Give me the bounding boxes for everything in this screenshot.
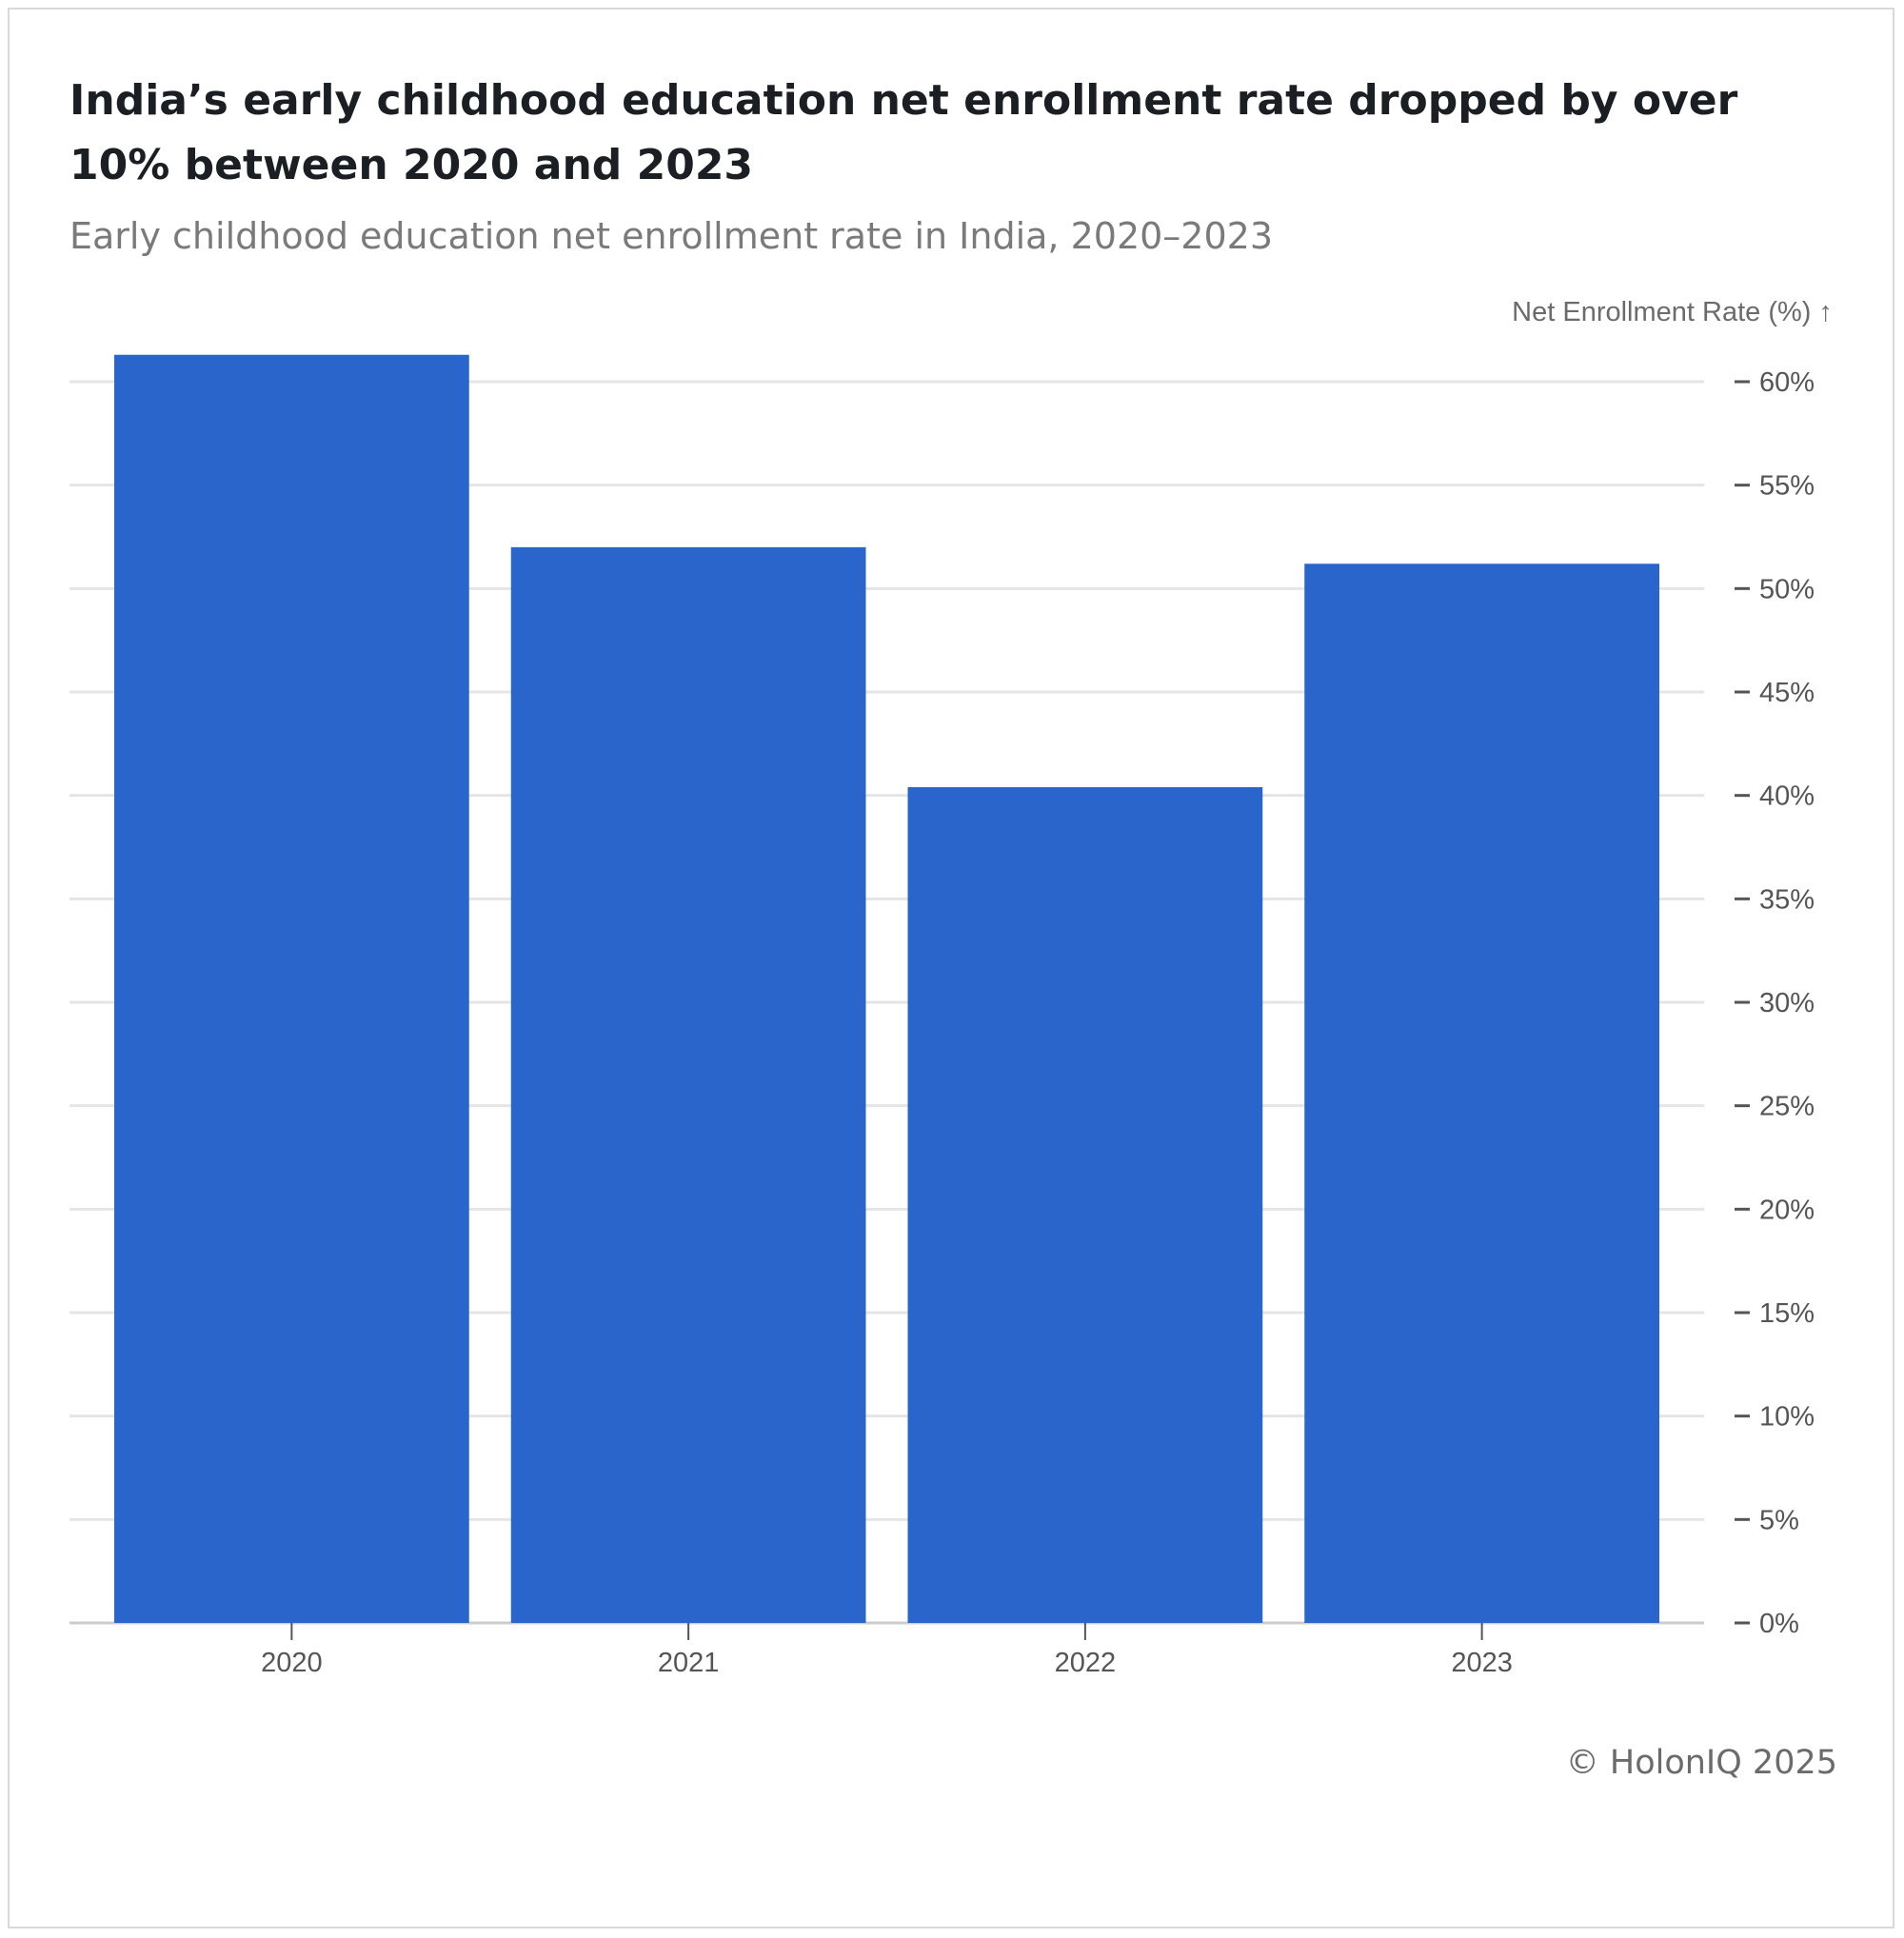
x-tick-label: 2020 xyxy=(261,1648,323,1678)
y-tick-label: 20% xyxy=(1759,1195,1815,1225)
bar-2020 xyxy=(114,354,469,1623)
y-tick-label: 0% xyxy=(1759,1609,1799,1639)
chart-subtitle: Early childhood education net enrollment… xyxy=(69,215,1274,257)
x-tick-label: 2021 xyxy=(658,1648,720,1678)
x-tick-label: 2023 xyxy=(1451,1648,1513,1678)
y-tick-label: 5% xyxy=(1759,1505,1799,1535)
y-tick-label: 10% xyxy=(1759,1402,1815,1433)
y-tick-label: 60% xyxy=(1759,367,1815,398)
copyright-footer: © HolonIQ 2025 xyxy=(1565,1744,1837,1782)
y-tick-label: 50% xyxy=(1759,574,1815,604)
y-axis-label: Net Enrollment Rate (%) ↑ xyxy=(1512,297,1833,327)
y-tick-label: 35% xyxy=(1759,884,1815,915)
y-tick-label: 30% xyxy=(1759,988,1815,1018)
x-tick-label: 2022 xyxy=(1055,1648,1117,1678)
bar-2021 xyxy=(510,546,866,1623)
bar-2022 xyxy=(907,786,1263,1623)
y-axis-ticks: 0% 5% 10% 15% 20% 25% 30% 35% 40% 45% 50% 55% 60% xyxy=(1735,367,1815,1639)
bar-2023 xyxy=(1304,564,1659,1623)
y-tick-label: 25% xyxy=(1759,1092,1815,1122)
y-tick-label: 45% xyxy=(1759,678,1815,708)
y-tick-label: 15% xyxy=(1759,1298,1815,1329)
x-axis-ticks: 2020 2021 2022 2023 xyxy=(261,1623,1513,1678)
bars xyxy=(114,354,1659,1623)
y-tick-label: 40% xyxy=(1759,781,1815,812)
y-tick-label: 55% xyxy=(1759,471,1815,502)
chart-title: India’s early childhood education net en… xyxy=(69,76,1738,189)
